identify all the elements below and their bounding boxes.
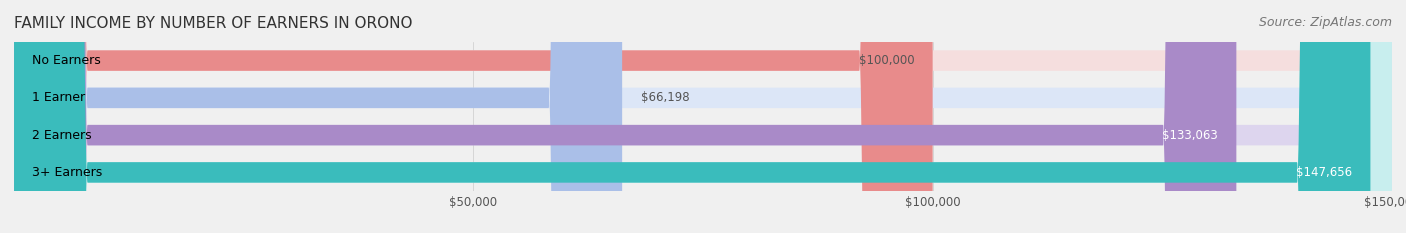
FancyBboxPatch shape [14,0,1371,233]
Text: $66,198: $66,198 [641,91,689,104]
Text: 3+ Earners: 3+ Earners [32,166,103,179]
FancyBboxPatch shape [14,0,1236,233]
FancyBboxPatch shape [14,0,1392,233]
Text: $133,063: $133,063 [1163,129,1218,142]
FancyBboxPatch shape [14,0,1392,233]
FancyBboxPatch shape [14,0,1392,233]
FancyBboxPatch shape [14,0,932,233]
Text: 1 Earner: 1 Earner [32,91,86,104]
Text: 2 Earners: 2 Earners [32,129,91,142]
FancyBboxPatch shape [14,0,621,233]
Text: Source: ZipAtlas.com: Source: ZipAtlas.com [1258,16,1392,29]
FancyBboxPatch shape [14,0,1392,233]
Text: No Earners: No Earners [32,54,101,67]
Text: FAMILY INCOME BY NUMBER OF EARNERS IN ORONO: FAMILY INCOME BY NUMBER OF EARNERS IN OR… [14,16,412,31]
Text: $147,656: $147,656 [1296,166,1353,179]
Text: $100,000: $100,000 [859,54,914,67]
